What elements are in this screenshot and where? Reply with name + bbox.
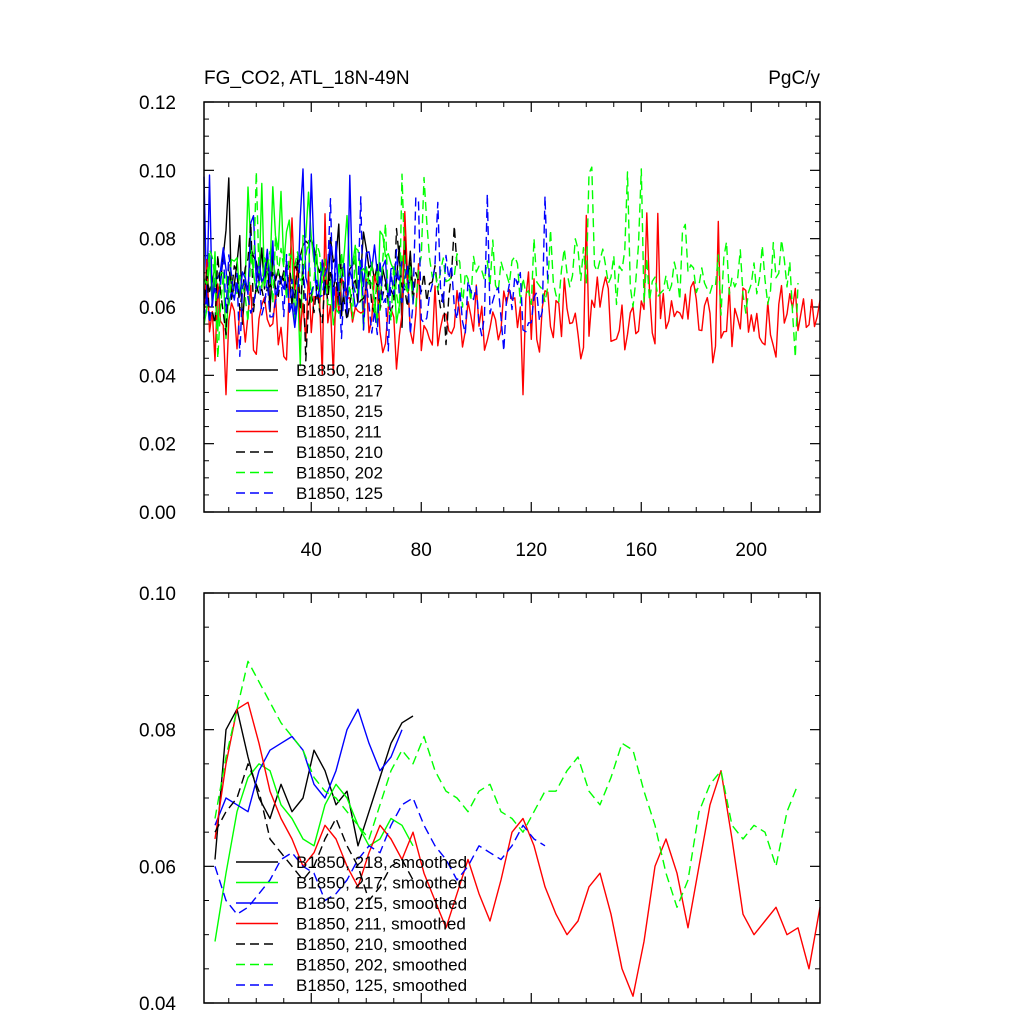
bottom-ytick-label: 0.04 — [139, 994, 176, 1015]
bottom-series-line-b1850-215-smoothed — [214, 708, 403, 826]
bottom-series-line-b1850-125-smoothed — [214, 797, 546, 915]
top-ytick-label: 0.00 — [139, 503, 176, 524]
top-ytick-label: 0.08 — [139, 230, 176, 251]
bottom-ticks: 0.04 0.06 0.08 0.10 — [139, 584, 820, 1015]
bottom-legend-label: B1850, 210, smoothed — [296, 935, 467, 954]
top-ytick-label: 0.10 — [139, 161, 176, 182]
top-legend-label: B1850, 211 — [296, 423, 382, 442]
bottom-ytick-label: 0.06 — [139, 857, 176, 878]
top-xtick-label: 40 — [301, 540, 322, 561]
bottom-series-line-b1850-210-smoothed — [214, 763, 414, 902]
top-ytick-label: 0.02 — [139, 435, 176, 456]
bottom-legend: B1850, 218, smoothed B1850, 217, smoothed… — [236, 853, 467, 995]
bottom-legend-label: B1850, 202, smoothed — [296, 956, 467, 975]
top-legend-label: B1850, 218 — [296, 361, 383, 380]
top-legend-label: B1850, 202 — [296, 464, 383, 483]
top-series-line-b1850-202 — [203, 166, 799, 359]
bottom-ytick-label: 0.10 — [139, 584, 176, 605]
top-panel: FG_CO2, ATL_18N-49N PgC/y 0.000.020.040.… — [139, 68, 821, 561]
bottom-series-line-b1850-211-smoothed — [214, 701, 821, 997]
bottom-series-line-b1850-218-smoothed — [214, 708, 414, 860]
top-ticks: 0.00 0.02 0.04 0.06 0.08 0.10 0.12 40 80 120 160 20… — [139, 93, 820, 561]
bottom-legend-label: B1850, 217, smoothed — [296, 874, 467, 893]
top-series-line-b1850-210 — [203, 222, 458, 362]
top-chart-title: FG_CO2, ATL_18N-49N — [204, 68, 410, 89]
top-ytick-label: 0.04 — [139, 366, 176, 387]
bottom-series — [214, 660, 821, 997]
bottom-ytick-label: 0.08 — [139, 721, 176, 742]
bottom-legend-label: B1850, 218, smoothed — [296, 853, 467, 872]
top-xtick-label: 160 — [625, 540, 657, 561]
top-legend-label: B1850, 125 — [296, 484, 383, 503]
top-xtick-label: 80 — [411, 540, 432, 561]
top-series — [203, 166, 821, 396]
bottom-plot-frame — [203, 592, 821, 1004]
top-legend-label: B1850, 217 — [296, 382, 383, 401]
top-legend-label: B1850, 215 — [296, 402, 383, 421]
bottom-legend-label: B1850, 125, smoothed — [296, 976, 467, 995]
top-legend-label: B1850, 210 — [296, 443, 383, 462]
bottom-legend-label: B1850, 215, smoothed — [296, 894, 467, 913]
top-ytick-label: 0.12 — [139, 93, 176, 114]
top-xtick-label: 120 — [515, 540, 547, 561]
bottom-series-line-b1850-217-smoothed — [214, 763, 414, 942]
bottom-panel: 0.040.060.080.10 B1850, 218, smoothedB18… — [139, 584, 821, 1015]
top-plot-frame — [203, 101, 821, 513]
bottom-legend-label: B1850, 211, smoothed — [296, 915, 466, 934]
top-chart-units: PgC/y — [768, 68, 820, 89]
top-ytick-label: 0.06 — [139, 298, 176, 319]
top-xtick-label: 200 — [735, 540, 767, 561]
top-series-line-b1850-125 — [203, 193, 549, 357]
